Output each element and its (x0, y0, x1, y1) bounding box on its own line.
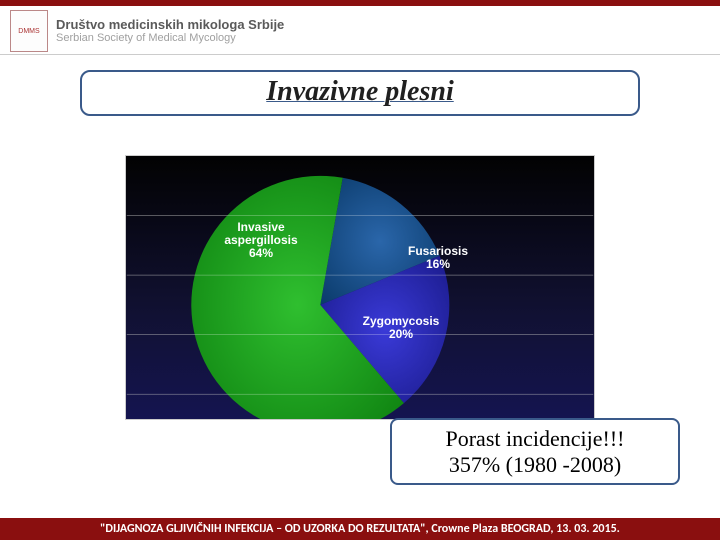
logo-icon: DMMS (10, 10, 48, 52)
top-red-bar (0, 0, 720, 6)
callout-box: Porast incidencije!!! 357% (1980 -2008) (390, 418, 680, 485)
title-box: Invazivne plesni (80, 70, 640, 116)
callout-line-2: 357% (1980 -2008) (392, 452, 678, 477)
org-text-block: Društvo medicinskih mikologa Srbije Serb… (56, 18, 284, 44)
pie-label-zygomycosis: Zygomycosis20% (363, 315, 440, 341)
slide-title: Invazivne plesni (266, 76, 453, 107)
header-separator (0, 54, 720, 55)
org-header: DMMS Društvo medicinskih mikologa Srbije… (10, 10, 284, 52)
org-name-en: Serbian Society of Medical Mycology (56, 32, 284, 44)
pie-chart-panel: Invasiveaspergillosis64% Fusariosis16% Zyg… (125, 155, 595, 420)
callout-line-1: Porast incidencije!!! (392, 426, 678, 451)
pie-label-invasive-aspergillosis: Invasiveaspergillosis64% (224, 221, 297, 261)
pie-chart-svg (126, 156, 594, 419)
org-name-sr: Društvo medicinskih mikologa Srbije (56, 18, 284, 32)
footer-bar: "DIJAGNOZA GLJIVIČNIH INFEKCIJA – OD UZO… (0, 518, 720, 540)
pie-label-fusariosis: Fusariosis16% (408, 245, 468, 271)
